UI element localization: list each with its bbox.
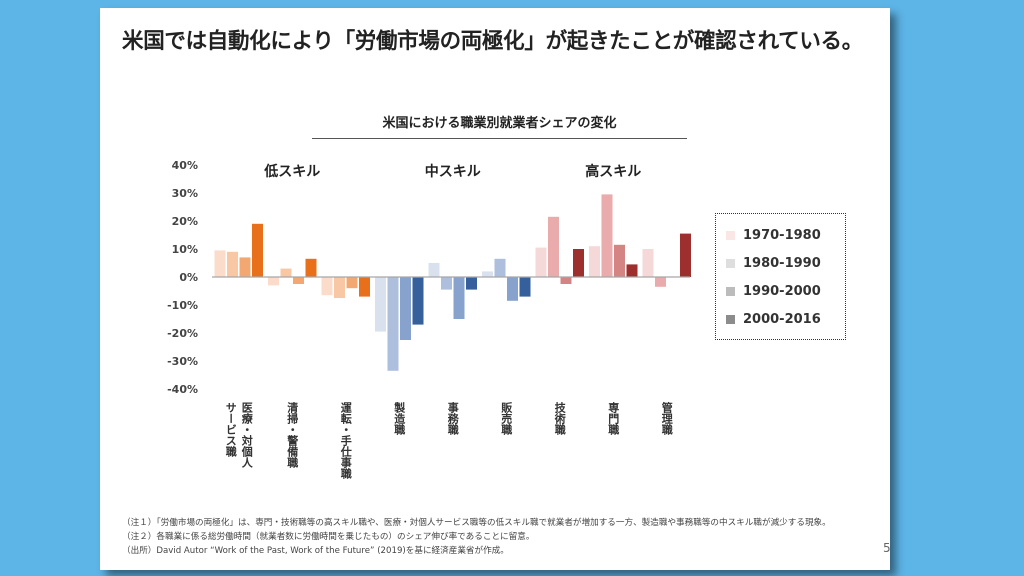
bar bbox=[359, 277, 370, 297]
bar bbox=[614, 244, 625, 277]
y-tick-label: 10% bbox=[172, 243, 198, 256]
bar bbox=[548, 216, 559, 277]
legend-item: 1980-1990 bbox=[726, 249, 845, 277]
category-label: 事務職 bbox=[446, 401, 459, 436]
legend-label: 1970-1980 bbox=[743, 227, 821, 243]
chart-title-rule bbox=[312, 138, 687, 139]
legend-item: 1970-1980 bbox=[726, 221, 845, 249]
bar bbox=[560, 277, 572, 284]
bar bbox=[453, 277, 465, 319]
bar bbox=[601, 194, 613, 277]
y-tick-label: -10% bbox=[167, 299, 198, 312]
y-tick-label: -20% bbox=[167, 327, 198, 340]
category-label: 販売職 bbox=[500, 401, 513, 436]
legend-item: 2000-2016 bbox=[726, 305, 845, 333]
y-tick-label: 0% bbox=[179, 271, 198, 284]
legend-label: 1990-2000 bbox=[743, 283, 821, 299]
category-label: 清掃・警備職 bbox=[286, 401, 300, 469]
bar bbox=[334, 277, 345, 298]
bar bbox=[375, 277, 386, 332]
headline: 米国では自動化により「労働市場の両極化」が起きたことが確認されている。 bbox=[122, 29, 863, 54]
bar bbox=[494, 258, 506, 277]
footnote-1: （注１）「労働市場の両極化」は、専門・技術職等の高スキル職や、医療・対個人サービ… bbox=[122, 518, 831, 528]
bar bbox=[346, 277, 358, 289]
bar bbox=[305, 258, 317, 277]
category-label: 技術職 bbox=[553, 401, 567, 436]
bar bbox=[400, 277, 411, 340]
y-tick-label: 30% bbox=[172, 187, 198, 200]
legend-swatch bbox=[726, 286, 735, 296]
category-label: 医療・対個人 bbox=[240, 402, 254, 468]
legend-item: 1990-2000 bbox=[726, 277, 845, 305]
legend-swatch bbox=[726, 258, 735, 268]
slide: 米国では自動化により「労働市場の両極化」が起きたことが確認されている。 米国にお… bbox=[100, 8, 891, 570]
bar bbox=[626, 264, 638, 277]
legend-swatch bbox=[726, 314, 735, 324]
source-note: （出所）David Autor “Work of the Past, Work … bbox=[122, 546, 509, 556]
bar bbox=[573, 249, 584, 277]
y-tick-label: 40% bbox=[172, 159, 198, 172]
bar bbox=[680, 233, 691, 277]
bar bbox=[466, 277, 477, 290]
bar bbox=[252, 223, 263, 277]
chart-legend: 1970-1980 1980-1990 1990-2000 2000-2016 bbox=[715, 213, 846, 340]
bar bbox=[412, 277, 424, 325]
bar bbox=[482, 271, 493, 277]
y-tick-label: -40% bbox=[167, 383, 198, 396]
skill-group-label: 低スキル bbox=[263, 163, 320, 180]
bar bbox=[321, 277, 333, 296]
legend-swatch bbox=[726, 230, 735, 240]
bar bbox=[642, 249, 654, 277]
chart-title: 米国における職業別就業者シェアの変化 bbox=[382, 116, 617, 131]
bar bbox=[239, 257, 251, 277]
y-tick-label: 20% bbox=[172, 215, 198, 228]
bar bbox=[227, 251, 238, 277]
footnotes: （注１）「労働市場の両極化」は、専門・技術職等の高スキル職や、医療・対個人サービ… bbox=[122, 516, 882, 558]
footnote-2: （注２）各職業に係る総労働時間（就業者数に労働時間を乗じたもの）のシェア伸び率で… bbox=[122, 532, 535, 542]
category-label: 管理職 bbox=[660, 401, 673, 436]
skill-group-label: 高スキル bbox=[585, 163, 641, 180]
bar bbox=[214, 250, 226, 277]
bar bbox=[519, 277, 531, 297]
legend-label: 1980-1990 bbox=[743, 255, 821, 271]
bar bbox=[535, 247, 547, 277]
page-number: 5 bbox=[883, 541, 891, 555]
category-label: 製造職 bbox=[393, 401, 407, 436]
legend-label: 2000-2016 bbox=[743, 311, 821, 327]
category-label: 専門職 bbox=[607, 401, 620, 436]
bar bbox=[428, 263, 440, 277]
category-label: 運転・手仕事職 bbox=[339, 402, 353, 480]
bar bbox=[589, 246, 600, 277]
category-label: サービス職 bbox=[224, 402, 237, 458]
bar-chart: -40% -30% -20% -10% 0% 10% 20% 30% 40% 低スキル 中スキル 高ス… bbox=[167, 159, 691, 480]
skill-group-label: 中スキル bbox=[425, 163, 481, 180]
bar bbox=[507, 277, 518, 301]
bar bbox=[441, 277, 452, 290]
y-tick-label: -30% bbox=[167, 355, 198, 368]
bar bbox=[280, 268, 292, 277]
bar bbox=[268, 277, 279, 286]
bar bbox=[387, 277, 399, 371]
bar bbox=[655, 277, 666, 287]
bar bbox=[293, 277, 304, 284]
